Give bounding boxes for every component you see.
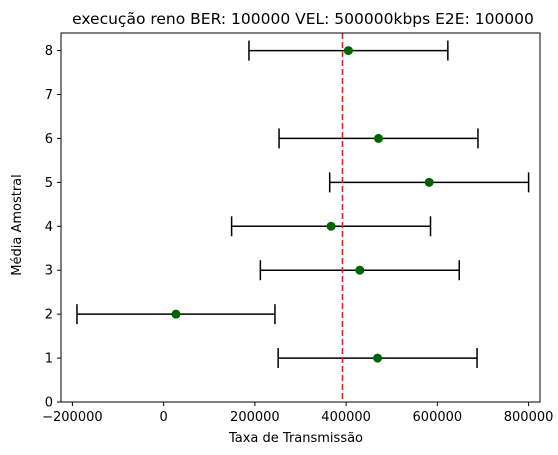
y-tick-label: 3 [45, 264, 53, 279]
x-tick-label: 400000 [321, 410, 371, 425]
x-tick-label: 0 [160, 410, 168, 425]
x-tick-label: 600000 [413, 410, 463, 425]
y-tick-label: 5 [45, 176, 53, 191]
x-axis-label: Taxa de Transmissão [228, 431, 363, 446]
y-tick-label: 7 [45, 88, 53, 103]
data-point [374, 133, 384, 143]
data-point [171, 309, 181, 319]
y-axis-label: Média Amostral [10, 174, 25, 275]
y-tick-label: 2 [45, 308, 53, 323]
x-tick-label: 200000 [230, 410, 280, 425]
data-point [343, 46, 353, 56]
plot-frame [60, 32, 541, 403]
y-tick-label: 8 [45, 44, 53, 59]
plot-area: −200000 0 200000 400000 600000 80000001234567… [42, 32, 554, 425]
data-point [326, 221, 336, 231]
y-tick-label: 4 [45, 220, 53, 235]
y-tick-label: 1 [45, 352, 53, 367]
chart-title: execução reno BER: 100000 VEL: 500000kbp… [72, 10, 534, 28]
x-tick-label: 800000 [504, 410, 554, 425]
data-point [424, 177, 434, 187]
data-point [355, 265, 365, 275]
y-tick-label: 6 [45, 132, 53, 147]
x-tick-label: −200000 [42, 410, 103, 425]
y-tick-label: 0 [45, 396, 53, 411]
data-point [373, 353, 383, 363]
